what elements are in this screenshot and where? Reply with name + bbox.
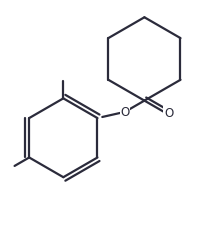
Text: O: O <box>164 107 173 120</box>
Text: O: O <box>120 106 129 119</box>
